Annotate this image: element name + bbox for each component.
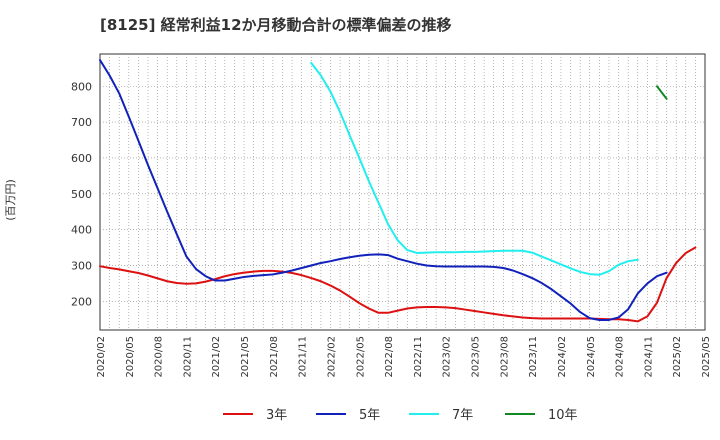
x-tick-label: 2022/08 — [384, 336, 395, 378]
legend-label-3: 10年 — [548, 408, 578, 423]
x-tick-label: 2020/05 — [125, 336, 136, 378]
x-tick-label: 2020/08 — [154, 336, 165, 378]
plot-area — [99, 53, 706, 331]
y-tick-label: 700 — [71, 116, 92, 129]
x-tick-label: 2023/02 — [442, 336, 453, 378]
x-tick-label: 2023/05 — [471, 336, 482, 378]
chart-title: [8125] 経常利益12か月移動合計の標準偏差の推移 — [100, 16, 452, 34]
x-tick-label: 2024/11 — [643, 336, 654, 378]
y-tick-label: 600 — [71, 152, 92, 165]
y-axis-ticks: 200 300 400 500 600 700 800 — [71, 80, 92, 308]
y-tick-label: 400 — [71, 224, 92, 237]
x-gridlines — [109, 54, 696, 330]
y-gridlines — [100, 85, 705, 302]
x-tick-label: 2024/02 — [557, 336, 568, 378]
x-tick-label: 2024/08 — [615, 336, 626, 378]
y-tick-label: 800 — [71, 80, 92, 93]
x-tick-label: 2021/08 — [269, 336, 280, 378]
x-axis-ticks: 2020/02 2020/05 2020/08 2020/11 2021/02 2021/… — [96, 336, 712, 378]
legend: 3年 5年 7年 10年 — [223, 408, 578, 423]
series-lines — [99, 59, 697, 323]
legend-label-1: 5年 — [359, 408, 380, 423]
y-tick-label: 200 — [71, 295, 92, 308]
legend-label-2: 7年 — [452, 408, 473, 423]
x-tick-label: 2021/05 — [240, 336, 251, 378]
x-tick-label: 2021/02 — [211, 336, 222, 378]
x-tick-label: 2022/11 — [413, 336, 424, 378]
x-tick-label: 2023/11 — [528, 336, 539, 378]
series-line-3 — [655, 85, 668, 100]
y-axis-label: (百万円) — [4, 179, 17, 221]
x-tick-label: 2024/05 — [586, 336, 597, 378]
x-tick-label: 2020/02 — [96, 336, 107, 378]
x-tick-label: 2020/11 — [182, 336, 193, 378]
x-tick-label: 2023/08 — [499, 336, 510, 378]
legend-label-0: 3年 — [266, 408, 287, 423]
x-tick-label: 2021/11 — [298, 336, 309, 378]
series-line-2 — [310, 61, 639, 276]
x-tick-label: 2025/02 — [672, 336, 683, 378]
y-tick-label: 300 — [71, 259, 92, 272]
x-tick-label: 2022/05 — [355, 336, 366, 378]
y-tick-label: 500 — [71, 188, 92, 201]
x-tick-label: 2022/02 — [326, 336, 337, 378]
x-tick-label: 2025/05 — [701, 336, 712, 378]
series-line-1 — [99, 59, 668, 321]
